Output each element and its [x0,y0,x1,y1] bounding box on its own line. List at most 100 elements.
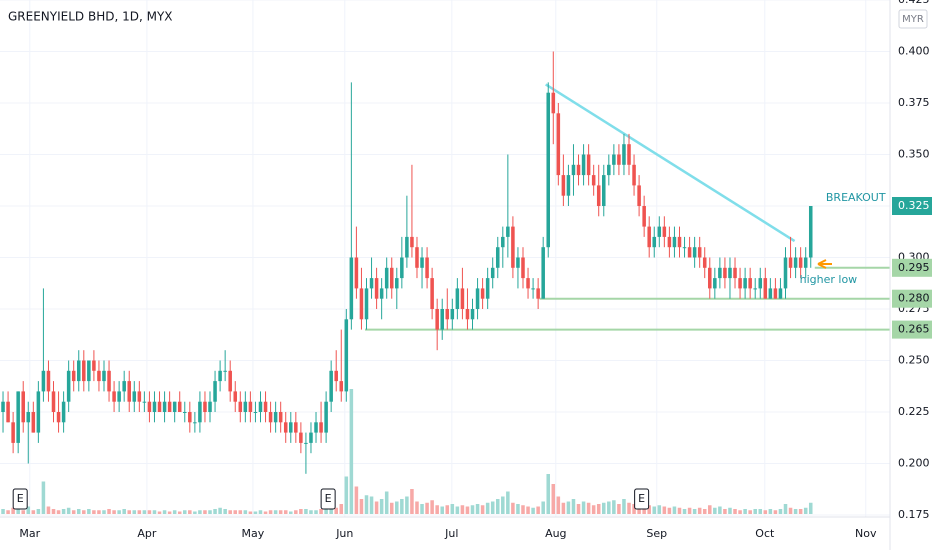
volume-bar [51,509,56,514]
volume-bar [738,510,742,514]
volume-bar [808,502,813,514]
candle-body [283,422,288,433]
volume-bar [213,509,217,514]
volume-bar [379,499,384,514]
x-tick-label: Nov [855,527,877,540]
candle-body [576,164,581,176]
candle-body [208,401,212,412]
candle-body [455,288,460,309]
volume-bar [763,510,768,514]
volume-bar [374,501,379,514]
volume-bar [248,511,253,514]
candle-body [420,257,424,268]
volume-bar [319,509,323,514]
volume-bar [82,510,86,514]
candle-body [142,401,147,403]
earnings-label: E [17,492,24,505]
chart-title: GREENYIELD BHD, 1D, MYX [8,10,173,24]
volume-bar [182,510,187,514]
volume-bar [728,507,732,514]
volume-bar [167,511,172,514]
candle-body [425,257,429,279]
volume-bar [637,505,641,514]
volume-bar [601,502,606,514]
volume-bar [485,502,490,514]
volume-bar [46,506,51,514]
candle-body [263,401,268,412]
volume-bar [26,506,31,514]
candle-body [793,257,798,268]
candle-body [6,401,10,423]
candle-body [788,257,793,268]
currency-box [898,9,928,29]
volume-bar [314,510,318,514]
candle-body [511,226,515,268]
volume-bar [526,506,530,514]
candle-body [702,257,707,268]
x-tick-label: Sep [646,527,667,540]
volume-bar [1,509,5,514]
volume-bar [294,510,298,514]
volume-bar [61,509,66,514]
volume-bar [157,511,162,514]
volume-bar [117,510,121,514]
candle-body [289,422,293,433]
volume-bar [521,505,525,514]
level-label: 0.265 [898,323,930,336]
volume-bar [667,507,672,514]
candle-body [460,288,465,309]
candle-body [718,267,722,279]
candle-body [193,422,197,424]
candle-body [808,206,813,258]
candle-body [127,381,132,402]
candle-body [137,391,142,402]
candle-body [561,175,566,196]
volume-bar [531,507,535,514]
volume-bar [283,510,288,514]
volume-bar [16,509,20,514]
volume-bar [632,504,636,514]
candle-body [364,288,369,320]
volume-bar [172,510,177,514]
candle-body [445,309,450,320]
candle-body [485,278,490,299]
candle-body [556,113,561,176]
volume-bar [783,504,788,514]
candle-body [405,236,409,258]
volume-bar [511,502,515,514]
candle-body [400,257,404,279]
volume-bar [692,509,697,514]
volume-bar [410,489,414,514]
candle-body [198,401,202,423]
candle-body [354,257,359,289]
level-label-box [892,289,932,308]
volume-bar [793,509,798,514]
candle-body [253,412,258,413]
candle-body [531,288,535,290]
y-tick-label: 0.250 [898,354,930,367]
candle-body [162,401,167,412]
volume-bar [596,504,601,514]
x-tick-label: Jul [444,527,458,540]
candle-body [687,247,692,258]
x-tick-label: Mar [19,527,40,540]
volume-bar [142,510,147,514]
volume-bar [400,499,404,514]
candle-body [309,432,313,443]
candle-body [536,288,540,299]
volume-bar [87,509,91,514]
x-tick-label: Oct [755,527,775,540]
candle-body [495,247,500,268]
volume-bar [359,499,364,514]
candle-body [697,247,702,258]
volume-bar [506,491,510,514]
candle-body [612,154,616,165]
candle-body [203,401,207,412]
earnings-label: E [325,492,332,505]
candle-body [783,257,788,289]
volume-bar [773,510,778,514]
candle-body [188,412,192,423]
volume-bar [743,509,747,514]
volume-bar [627,502,631,514]
